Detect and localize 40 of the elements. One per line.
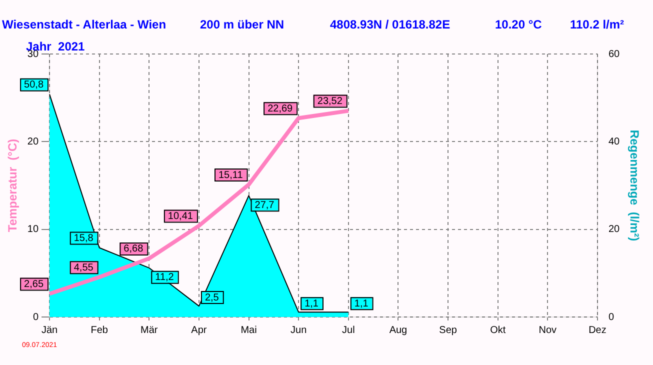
y2-tick-label: 0 (608, 312, 614, 323)
data-label: 27,7 (254, 200, 275, 211)
x-tick-label: Okt (490, 324, 506, 336)
data-label: 50,8 (24, 80, 44, 91)
x-tick-label: Dez (588, 324, 606, 336)
x-tick-label: Aug (389, 324, 408, 336)
x-tick-label: Mai (240, 324, 257, 336)
y2-tick-label: 40 (608, 136, 620, 148)
x-tick-label: Feb (90, 324, 108, 336)
data-label: 2,65 (24, 279, 44, 290)
data-label: 4,55 (74, 262, 94, 274)
data-label: 11,2 (155, 272, 174, 284)
chart-title: Wiesenstadt - Alterlaa - Wien (2, 17, 166, 32)
data-label: 23,52 (317, 96, 343, 108)
text: 10.20 °C (495, 17, 542, 32)
y-tick-label: 10 (27, 224, 39, 236)
x-tick-label: Mär (140, 324, 158, 336)
data-label: 1,1 (354, 298, 369, 310)
data-label: 1,1 (304, 298, 319, 310)
data-label: 22,69 (268, 103, 294, 114)
text: 110.2 l/m² (570, 17, 624, 32)
y-tick-label: 20 (27, 136, 39, 148)
data-label: 15,8 (74, 232, 94, 244)
text: 200 m über NN (200, 17, 284, 32)
x-tick-label: Jän (41, 324, 58, 336)
data-label: 2,5 (204, 292, 220, 304)
text: 4808.93N / 01618.82E (330, 17, 450, 32)
data-label: 10,41 (168, 210, 194, 222)
x-tick-label: Apr (191, 324, 208, 336)
y2-axis-title: Regenmenge (l/m²) (627, 130, 642, 242)
x-tick-label: Nov (538, 324, 557, 336)
y2-tick-label: 60 (608, 48, 620, 60)
x-tick-label: Jul (342, 324, 355, 336)
y-axis-title: Temperatur (°C) (6, 138, 20, 232)
x-tick-label: Sep (439, 324, 458, 336)
y-tick-label: 0 (32, 312, 39, 323)
x-tick-label: Jun (290, 324, 307, 336)
y2-tick-label: 20 (608, 224, 620, 236)
data-label: 15,11 (218, 170, 244, 181)
data-label: 6,68 (124, 244, 144, 255)
